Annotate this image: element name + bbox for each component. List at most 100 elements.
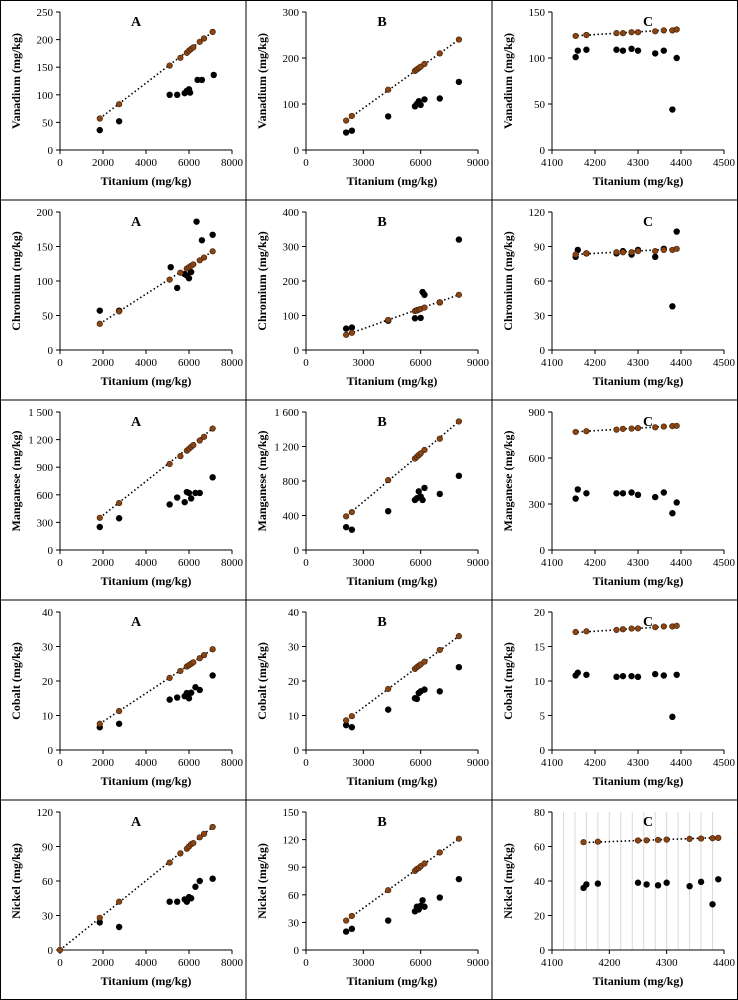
trend-line <box>573 425 677 433</box>
fitted-point <box>436 435 443 442</box>
fitted-point <box>660 623 667 630</box>
panel-title: B <box>377 15 386 30</box>
y-axis-label: Vanadium (mg/kg) <box>9 33 23 129</box>
trend-line <box>59 826 214 951</box>
observed-point <box>417 101 424 109</box>
y-tick-label: 90 <box>288 862 300 874</box>
observed-point <box>342 928 350 935</box>
observed-point <box>715 876 722 883</box>
panel-9: 0 2000 4000 6000 8000 0 10 20 30 40 Titanium (mg/k… <box>9 607 244 788</box>
x-tick-label: 0 <box>303 957 309 969</box>
observed-point <box>634 491 642 498</box>
y-tick-label: 600 <box>37 490 54 502</box>
y-axis-label: Nickel (mg/kg) <box>255 843 269 919</box>
fitted-point <box>619 626 627 633</box>
panel-title: C <box>643 815 653 830</box>
y-tick-label: 10 <box>534 676 546 688</box>
fitted-point <box>572 428 579 436</box>
y-tick-label: 200 <box>37 35 54 47</box>
y-tick-label: 0 <box>48 345 54 357</box>
fitted-point <box>455 633 462 640</box>
y-tick-label: 30 <box>42 642 54 654</box>
x-axis-label: Titanium (mg/kg) <box>593 174 684 188</box>
y-tick-label: 1 500 <box>28 407 53 419</box>
observed-point <box>411 315 419 322</box>
y-tick-label: 0 <box>540 545 546 557</box>
x-tick-label: 6000 <box>410 357 433 369</box>
observed-point <box>173 694 181 701</box>
y-tick-label: 20 <box>534 607 546 619</box>
y-tick-label: 1 600 <box>274 407 299 419</box>
x-tick-label: 6000 <box>410 757 433 769</box>
panel-title: A <box>131 15 142 30</box>
x-tick-label: 8000 <box>221 557 244 569</box>
x-tick-label: 0 <box>303 757 309 769</box>
y-axis-label: Chromium (mg/kg) <box>501 231 515 330</box>
observed-point <box>348 127 356 134</box>
observed-point <box>185 489 193 497</box>
fitted-point <box>715 834 722 841</box>
x-tick-label: 4400 <box>670 757 693 769</box>
fitted-point <box>209 646 216 653</box>
y-tick-label: 0 <box>294 945 300 957</box>
observed-point <box>574 486 581 493</box>
fitted-point <box>628 249 635 256</box>
y-tick-label: 800 <box>283 476 300 488</box>
y-tick-label: 15 <box>534 642 546 654</box>
observed-point <box>166 91 173 99</box>
observed-point <box>185 275 193 282</box>
observed-point <box>613 490 620 497</box>
y-tick-label: 60 <box>288 890 300 902</box>
observed-point <box>384 706 392 713</box>
y-axis-label: Vanadium (mg/kg) <box>255 33 269 129</box>
observed-point <box>115 118 123 125</box>
fitted-point <box>583 428 590 435</box>
observed-point <box>628 45 635 52</box>
y-tick-label: 0 <box>540 345 546 357</box>
fitted-point <box>209 248 216 255</box>
fitted-point <box>166 460 173 468</box>
observed-point <box>421 484 428 492</box>
fitted-point <box>209 28 216 35</box>
x-tick-label: 0 <box>57 757 63 769</box>
y-tick-label: 60 <box>534 842 546 854</box>
fitted-point <box>96 320 103 327</box>
fitted-point <box>634 29 642 36</box>
fitted-point <box>116 101 123 108</box>
fitted-point <box>572 32 579 40</box>
observed-point <box>342 721 350 729</box>
observed-point <box>115 720 123 727</box>
observed-point <box>413 695 421 703</box>
panel-14: 4100 4200 4300 4400 0 20 40 60 80 Titanium (mg/kg… <box>501 807 736 988</box>
observed-point <box>572 53 579 61</box>
observed-point <box>436 490 443 498</box>
fitted-point <box>572 251 579 258</box>
y-tick-label: 0 <box>48 545 54 557</box>
observed-point <box>342 129 350 136</box>
x-axis-label: Titanium (mg/kg) <box>593 374 684 388</box>
fitted-point <box>673 26 680 33</box>
observed-point <box>185 695 193 702</box>
observed-point <box>115 515 123 522</box>
trend-line <box>573 28 677 37</box>
fitted-point <box>619 249 627 256</box>
observed-point <box>187 895 195 902</box>
fitted-point <box>619 425 627 432</box>
fitted-point <box>177 667 184 675</box>
fitted-point <box>634 425 642 432</box>
y-tick-label: 30 <box>42 911 54 923</box>
observed-point <box>652 253 659 261</box>
fitted-point <box>660 246 667 254</box>
y-tick-label: 150 <box>37 242 54 254</box>
observed-point <box>348 724 356 731</box>
fitted-point <box>177 850 184 857</box>
fitted-point <box>421 304 428 311</box>
observed-point <box>709 901 716 908</box>
x-tick-label: 6000 <box>178 357 201 369</box>
y-tick-label: 30 <box>288 917 300 929</box>
fitted-point <box>348 912 355 920</box>
fitted-point <box>96 514 103 521</box>
panel-title: B <box>377 415 386 430</box>
